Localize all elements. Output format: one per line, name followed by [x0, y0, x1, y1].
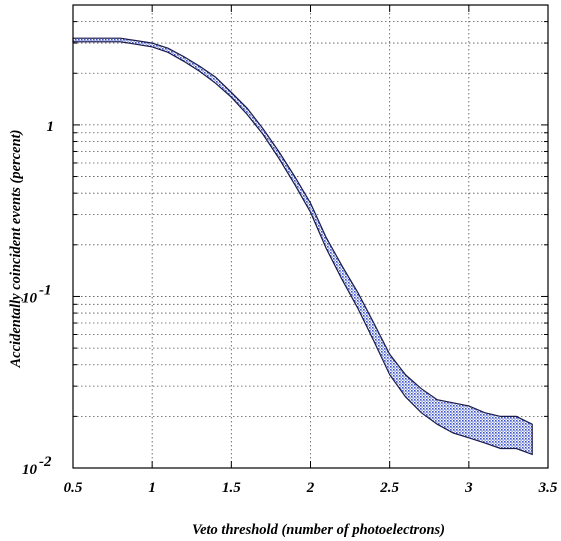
- y-tick-label: 10: [22, 462, 38, 478]
- x-tick-label: 3: [464, 480, 473, 496]
- data-band: [72, 37, 533, 456]
- x-tick-label: 1.5: [222, 480, 241, 496]
- y-tick-label-exponent: -1: [39, 282, 52, 298]
- grid: [73, 4, 548, 468]
- y-axis-label: Accidentally coincident events (percent): [8, 130, 24, 369]
- y-tick-label: 10: [22, 290, 38, 306]
- y-tick-label: 1: [47, 119, 55, 135]
- x-tick-label: 2.5: [379, 480, 399, 496]
- y-tick-label-exponent: -2: [39, 454, 52, 470]
- x-tick-label: 3.5: [538, 480, 558, 496]
- x-tick-labels: 0.5 1 1.5 2 2.5 3 3.5: [64, 480, 558, 496]
- x-tick-label: 2: [306, 480, 315, 496]
- x-axis-label: Veto threshold (number of photoelectrons…: [192, 522, 445, 538]
- y-tick-labels: 10 -210 -11: [22, 119, 54, 478]
- x-tick-label: 1: [148, 480, 156, 496]
- axis-ticks: [72, 4, 549, 469]
- x-tick-label: 0.5: [64, 480, 83, 496]
